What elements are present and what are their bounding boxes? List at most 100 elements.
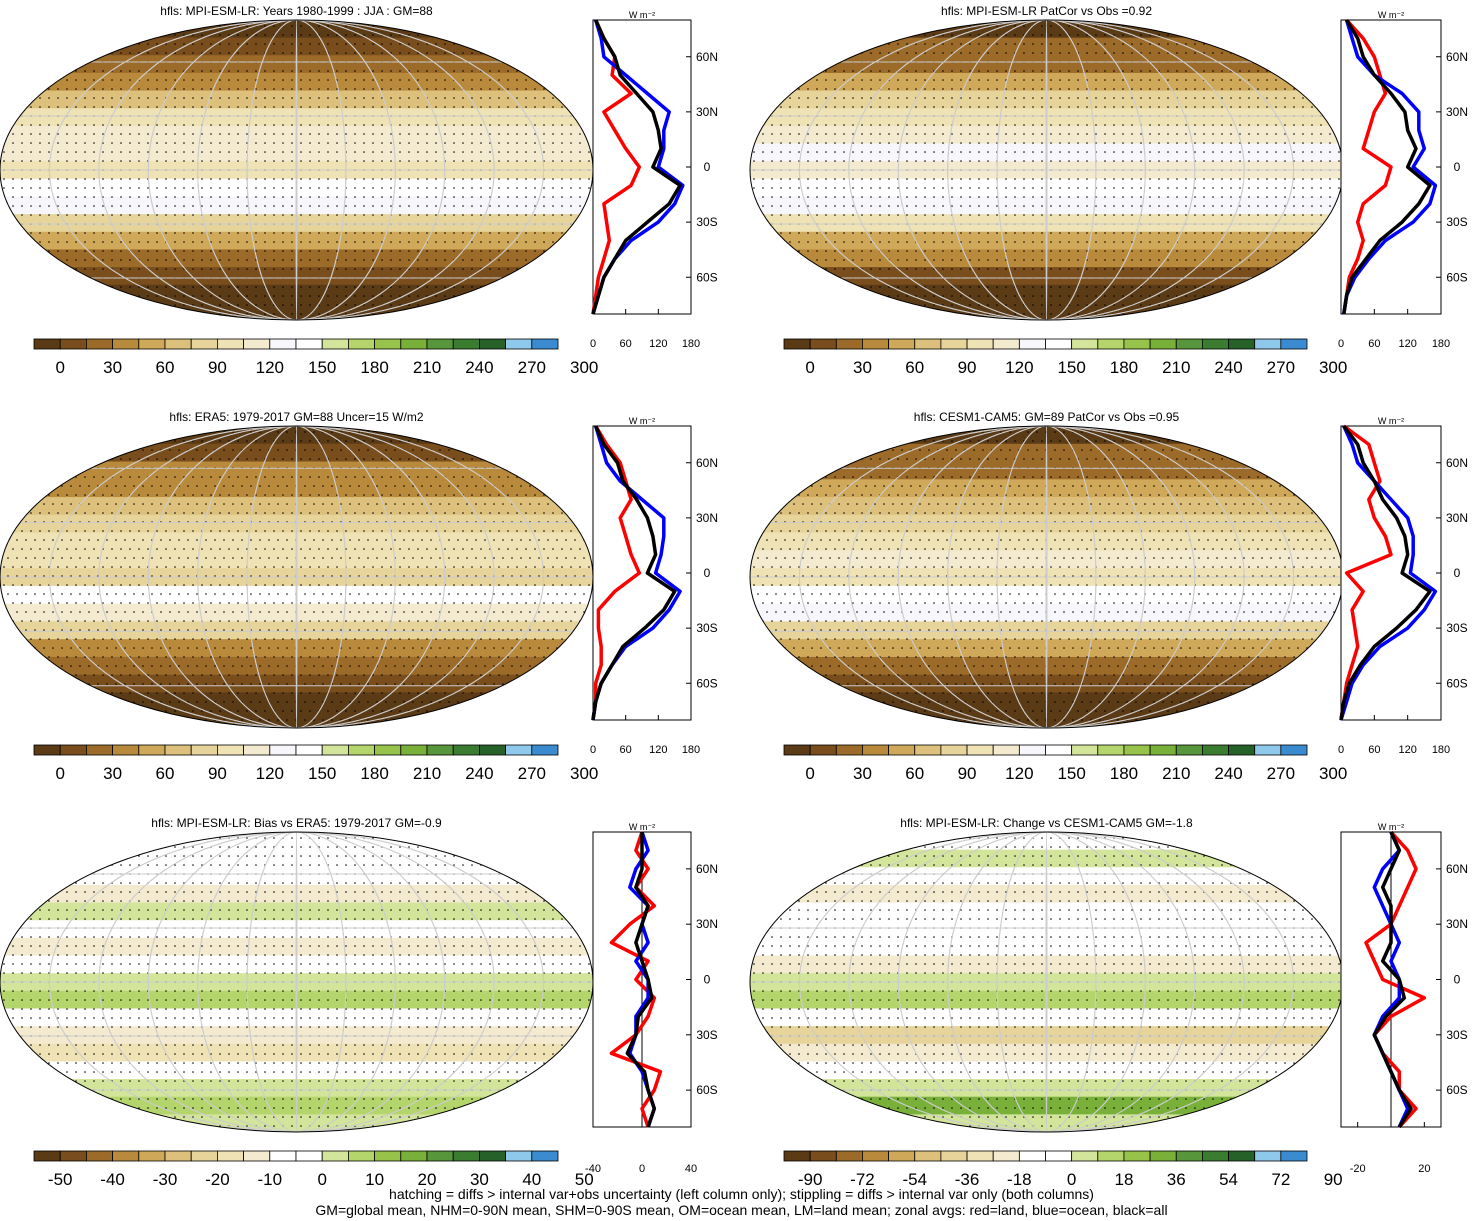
lat-tick-label: 60N bbox=[696, 50, 718, 64]
stipple-dot bbox=[1149, 52, 1151, 54]
stipple-dot bbox=[435, 286, 437, 288]
stipple-dot bbox=[48, 196, 50, 198]
stipple-dot bbox=[906, 25, 908, 27]
stipple-dot bbox=[843, 124, 845, 126]
stipple-dot bbox=[1257, 25, 1259, 27]
stipple-dot bbox=[1068, 25, 1070, 27]
stipple-dot bbox=[1176, 160, 1178, 162]
stipple-dot bbox=[1257, 277, 1259, 279]
stipple-dot bbox=[372, 214, 374, 216]
stipple-dot bbox=[879, 232, 881, 234]
stipple-dot bbox=[138, 196, 140, 198]
stipple-dot bbox=[588, 259, 590, 261]
stipple-dot bbox=[3, 151, 5, 153]
stipple-dot bbox=[498, 214, 500, 216]
stipple-dot bbox=[1023, 295, 1025, 297]
stipple-dot bbox=[543, 25, 545, 27]
stipple-dot bbox=[327, 196, 329, 198]
stipple-dot bbox=[834, 277, 836, 279]
stipple-dot bbox=[120, 34, 122, 36]
stipple-dot bbox=[1338, 214, 1340, 216]
stipple-dot bbox=[219, 142, 221, 144]
stipple-dot bbox=[273, 313, 275, 315]
stipple-dot bbox=[1230, 160, 1232, 162]
stipple-dot bbox=[30, 70, 32, 72]
stipple-dot bbox=[291, 304, 293, 306]
stipple-dot bbox=[21, 79, 23, 81]
stipple-dot bbox=[1212, 97, 1214, 99]
stipple-dot bbox=[1095, 52, 1097, 54]
stipple-dot bbox=[210, 133, 212, 135]
stipple-dot bbox=[120, 440, 122, 442]
stipple-dot bbox=[57, 196, 59, 198]
stipple-dot bbox=[507, 313, 509, 315]
stipple-dot bbox=[1203, 133, 1205, 135]
stipple-dot bbox=[789, 277, 791, 279]
stipple-dot bbox=[780, 70, 782, 72]
stipple-dot bbox=[1203, 142, 1205, 144]
stipple-dot bbox=[1230, 205, 1232, 207]
stipple-dot bbox=[1176, 79, 1178, 81]
stipple-dot bbox=[21, 458, 23, 460]
stipple-dot bbox=[246, 458, 248, 460]
stipple-dot bbox=[390, 187, 392, 189]
stipple-dot bbox=[471, 250, 473, 252]
stipple-dot bbox=[210, 259, 212, 261]
stipple-dot bbox=[516, 79, 518, 81]
stipple-dot bbox=[84, 286, 86, 288]
stipple-dot bbox=[52, 485, 54, 487]
stipple-dot bbox=[1041, 97, 1043, 99]
stipple-dot bbox=[1050, 214, 1052, 216]
stipple-dot bbox=[1140, 187, 1142, 189]
stipple-dot bbox=[57, 476, 59, 478]
stipple-dot bbox=[780, 277, 782, 279]
stipple-dot bbox=[264, 43, 266, 45]
stipple-dot bbox=[12, 187, 14, 189]
stipple-dot bbox=[579, 304, 581, 306]
stipple-dot bbox=[960, 97, 962, 99]
stipple-dot bbox=[987, 250, 989, 252]
stipple-dot bbox=[498, 52, 500, 54]
stipple-dot bbox=[363, 458, 365, 460]
stipple-dot bbox=[1329, 241, 1331, 243]
stipple-dot bbox=[1338, 88, 1340, 90]
stipple-dot bbox=[475, 431, 477, 433]
stipple-dot bbox=[502, 431, 504, 433]
stipple-dot bbox=[951, 241, 953, 243]
stipple-dot bbox=[3, 313, 5, 315]
stipple-dot bbox=[282, 178, 284, 180]
stipple-dot bbox=[75, 259, 77, 261]
stipple-dot bbox=[789, 187, 791, 189]
stipple-dot bbox=[834, 232, 836, 234]
stipple-dot bbox=[219, 160, 221, 162]
stipple-dot bbox=[1275, 106, 1277, 108]
stipple-dot bbox=[84, 79, 86, 81]
stipple-dot bbox=[93, 268, 95, 270]
stipple-dot bbox=[435, 440, 437, 442]
stipple-dot bbox=[507, 241, 509, 243]
stipple-dot bbox=[480, 178, 482, 180]
stipple-dot bbox=[255, 286, 257, 288]
stipple-dot bbox=[75, 25, 77, 27]
stipple-dot bbox=[861, 205, 863, 207]
stipple-dot bbox=[987, 178, 989, 180]
stipple-dot bbox=[399, 458, 401, 460]
stipple-dot bbox=[381, 124, 383, 126]
stipple-dot bbox=[129, 440, 131, 442]
stipple-dot bbox=[210, 205, 212, 207]
stipple-dot bbox=[165, 259, 167, 261]
stipple-dot bbox=[66, 214, 68, 216]
stipple-dot bbox=[354, 205, 356, 207]
stipple-dot bbox=[1230, 25, 1232, 27]
stipple-dot bbox=[228, 295, 230, 297]
stipple-dot bbox=[223, 449, 225, 451]
stipple-dot bbox=[1095, 133, 1097, 135]
stipple-dot bbox=[102, 34, 104, 36]
stipple-dot bbox=[219, 241, 221, 243]
stipple-dot bbox=[246, 88, 248, 90]
stipple-dot bbox=[978, 124, 980, 126]
stipple-dot bbox=[219, 187, 221, 189]
stipple-dot bbox=[66, 34, 68, 36]
stipple-dot bbox=[417, 304, 419, 306]
stipple-dot bbox=[25, 449, 27, 451]
